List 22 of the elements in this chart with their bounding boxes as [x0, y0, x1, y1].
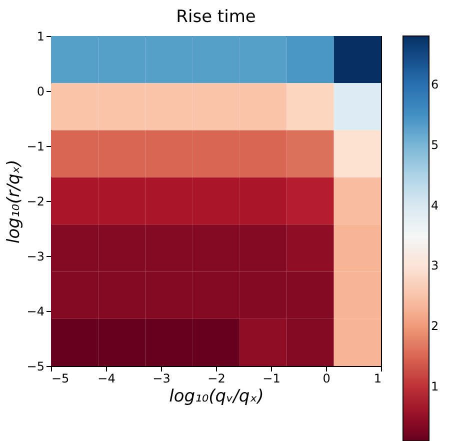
y-tick-label: −5 [26, 360, 44, 374]
y-tick-label: 1 [36, 30, 44, 44]
y-tick-label: −3 [26, 250, 44, 264]
color-bar-label: 2 [431, 319, 439, 334]
y-tick-label: −2 [26, 194, 44, 208]
x-tick-label: −2 [208, 372, 226, 386]
x-tick-label: 0 [322, 372, 330, 386]
color-bar-label: 6 [431, 77, 439, 92]
x-axis-title: log₁₀(qᵥ/qₓ) [169, 386, 264, 406]
y-tick-label: −4 [26, 304, 44, 318]
x-tick-label: −5 [52, 372, 70, 386]
y-tick-label: 0 [36, 84, 44, 98]
x-tick-label: 1 [374, 372, 382, 386]
y-tick-label: −1 [26, 140, 44, 154]
color-bar-label: 5 [431, 138, 439, 152]
y-axis-title: log₁₀(r/qₓ) [4, 160, 24, 244]
color-bar-label: 3 [431, 258, 439, 273]
x-tick-label: −4 [98, 372, 116, 386]
x-tick-label: −1 [262, 372, 280, 386]
color-bar-label: 4 [431, 198, 439, 212]
x-tick-label: −3 [152, 372, 170, 386]
chart-title: Rise time [176, 7, 256, 27]
